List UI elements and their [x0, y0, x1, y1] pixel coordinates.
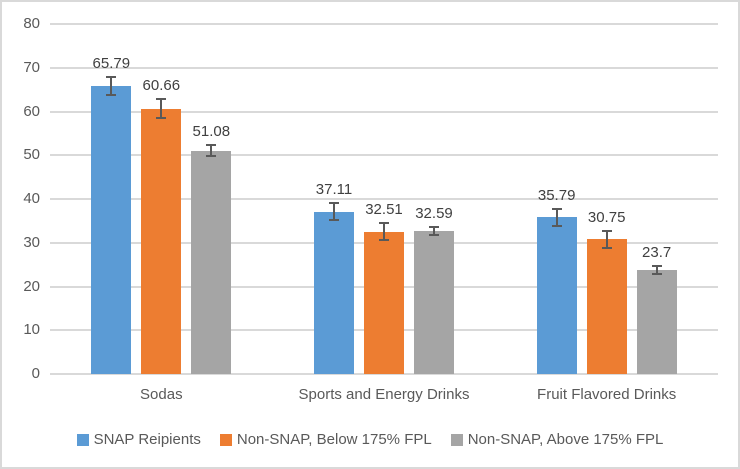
error-bar-line	[210, 144, 213, 157]
legend-label: Non-SNAP, Above 175% FPL	[467, 431, 664, 448]
error-bar-cap-top	[106, 75, 117, 78]
y-axis-tick-label: 60	[23, 102, 40, 120]
error-bar-cap-top	[206, 143, 217, 146]
y-axis-tick-label: 10	[23, 321, 40, 339]
y-axis-tick-label: 30	[23, 233, 40, 251]
bar	[191, 150, 232, 374]
error-bar-line	[160, 99, 163, 118]
gridline	[50, 373, 718, 375]
x-axis-category-label: Sports and Energy Drinks	[298, 386, 470, 403]
data-label: 51.08	[192, 122, 231, 140]
data-label: 37.11	[315, 181, 353, 199]
y-axis-tick-label: 0	[31, 365, 40, 382]
gridline	[50, 154, 718, 157]
bar	[364, 231, 404, 374]
error-bar-line	[605, 230, 608, 249]
legend-item: Non-SNAP, Above 175% FPL	[450, 431, 664, 448]
legend-swatch	[76, 433, 89, 446]
error-bar-cap-bottom	[329, 218, 339, 221]
bar	[536, 217, 577, 374]
gridline	[50, 66, 718, 69]
error-bar-cap-bottom	[551, 225, 562, 228]
y-axis-tick-label: 80	[23, 15, 40, 32]
data-label: 35.79	[537, 186, 576, 204]
error-bar-cap-top	[429, 226, 439, 229]
y-axis-tick-label: 50	[23, 146, 40, 164]
error-bar-line	[110, 76, 113, 96]
error-bar-line	[655, 266, 658, 275]
gridline	[50, 110, 718, 113]
error-bar-line	[555, 208, 558, 227]
gridline	[50, 198, 718, 200]
y-axis-tick-label: 40	[23, 190, 40, 207]
error-bar-line	[333, 203, 335, 220]
gridline	[50, 23, 718, 25]
y-axis-tick-label: 70	[23, 58, 40, 76]
data-label: 65.79	[92, 54, 131, 72]
error-bar-cap-bottom	[429, 234, 439, 237]
legend-swatch	[219, 433, 232, 446]
error-bar-cap-bottom	[379, 239, 389, 242]
error-bar-cap-bottom	[106, 94, 117, 97]
bar	[314, 211, 354, 374]
bar	[586, 239, 627, 374]
error-bar-cap-top	[601, 229, 612, 232]
bar	[141, 108, 182, 374]
legend: SNAP Reipients Non-SNAP, Below 175% FPL No…	[2, 431, 738, 448]
error-bar-cap-top	[329, 202, 339, 205]
legend-item: Non-SNAP, Below 175% FPL	[219, 431, 432, 448]
error-bar-cap-bottom	[651, 273, 662, 276]
error-bar-cap-bottom	[156, 116, 167, 119]
error-bar-cap-top	[651, 265, 662, 268]
legend-swatch	[450, 433, 463, 446]
data-label: 32.59	[415, 205, 453, 223]
data-label: 23.7	[642, 244, 672, 262]
legend-label: Non-SNAP, Below 175% FPL	[236, 431, 432, 448]
x-axis-category-label: Fruit Flavored Drinks	[537, 386, 677, 403]
error-bar-cap-top	[551, 207, 562, 210]
legend-label: SNAP Reipients	[93, 431, 201, 448]
legend-item: SNAP Reipients	[76, 431, 201, 448]
error-bar-cap-top	[156, 98, 167, 101]
bar	[91, 86, 132, 374]
error-bar-line	[433, 227, 435, 236]
data-label: 30.75	[587, 208, 626, 226]
error-bar-line	[383, 223, 385, 241]
error-bar-cap-bottom	[206, 155, 217, 158]
bar	[414, 231, 454, 374]
data-label: 60.66	[142, 77, 181, 95]
error-bar-cap-top	[379, 222, 389, 225]
bar	[636, 270, 677, 374]
error-bar-cap-bottom	[601, 247, 612, 250]
data-label: 32.51	[365, 201, 403, 219]
y-axis-tick-label: 20	[23, 277, 40, 295]
x-axis-category-label: Sodas	[140, 386, 183, 403]
